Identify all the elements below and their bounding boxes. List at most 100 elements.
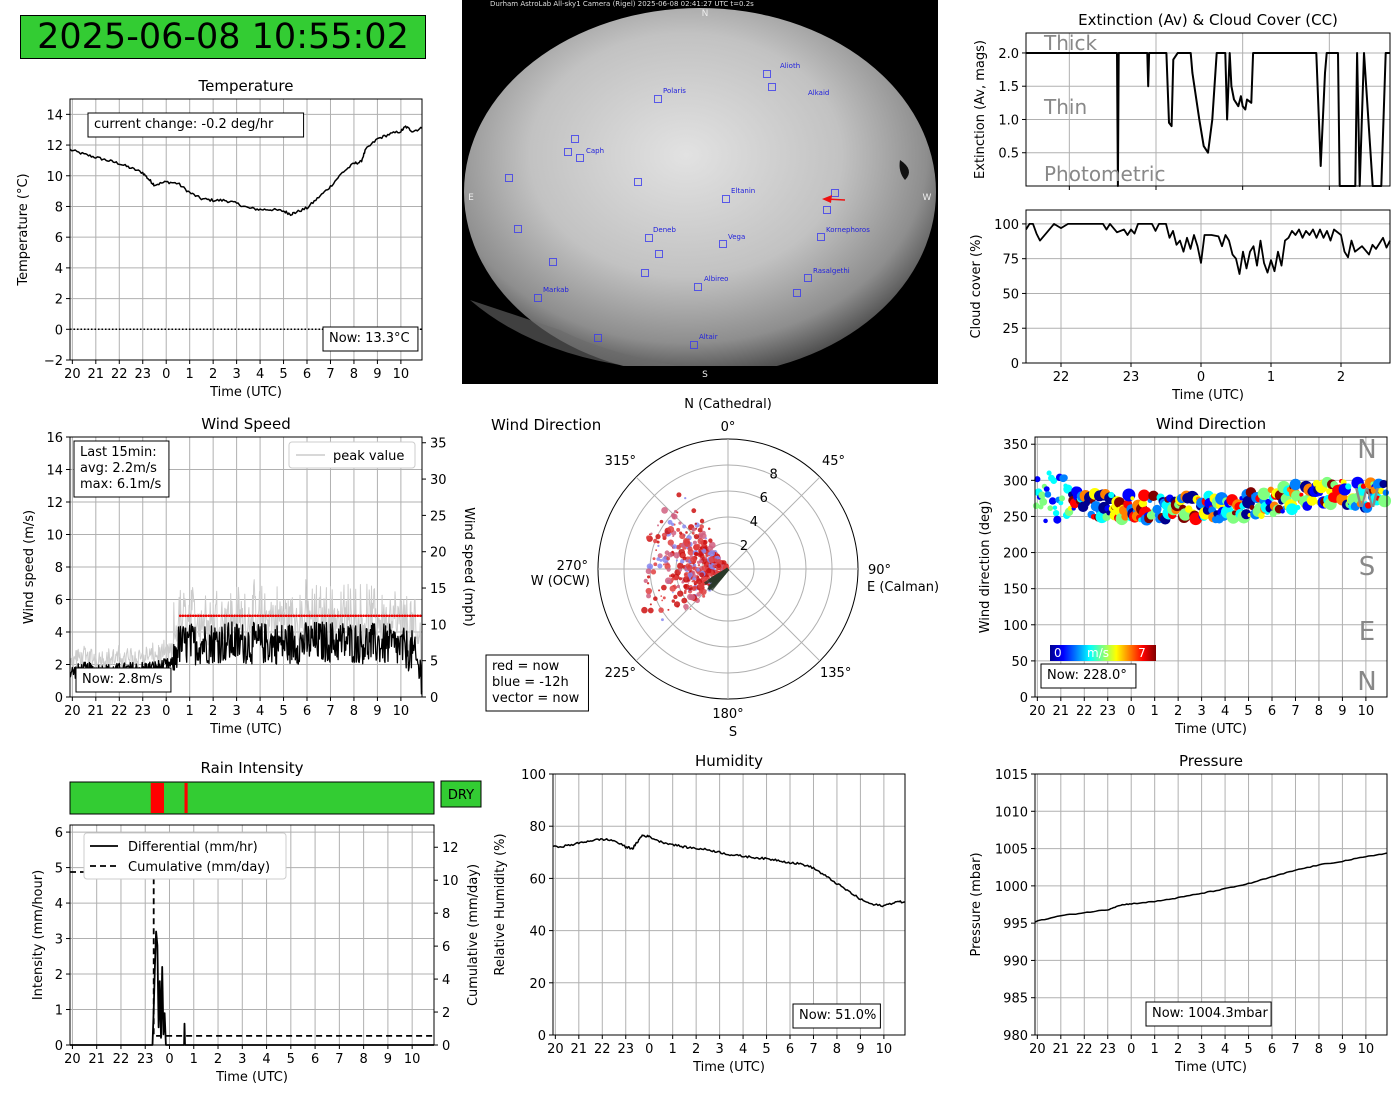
x-tick-label: 10	[876, 1042, 893, 1057]
pressure-chart: 20 21 22 23 0 1 2 3 4 5 6 7 8 9 1010151010100510009959…	[969, 752, 1388, 1075]
y-tick-label: 10	[46, 529, 63, 544]
y-tick-label: 6	[55, 826, 63, 841]
y-tick-label: 0.5	[998, 147, 1019, 162]
y-tick-label: 12	[46, 496, 63, 511]
arrow-head	[822, 195, 832, 203]
y2-tick-label: 10	[442, 874, 459, 889]
y-tick-label: 2	[55, 659, 63, 674]
polar-east-label: E (Calman)	[867, 580, 939, 595]
peak-15min-marker	[259, 614, 262, 618]
y-tick-label: 0	[55, 323, 63, 338]
y-tick-label: 1010	[995, 805, 1028, 820]
compass-label: S	[1359, 552, 1376, 582]
wind-point	[652, 557, 656, 561]
x-tick-label: 23	[134, 704, 151, 719]
x-tick-label: 0	[1197, 370, 1205, 385]
x-tick-label: 21	[88, 704, 105, 719]
wind-point	[684, 567, 688, 571]
peak-15min-marker	[277, 614, 280, 618]
star-marker	[793, 289, 801, 297]
polar-west-label: W (OCW)	[531, 574, 590, 589]
humidity-now-label-line: Now: 51.0%	[799, 1008, 876, 1023]
extinction-chart: 2.0 1.5 1.0 0.5 Extinction (Av) & Cloud Cove…	[973, 11, 1391, 190]
x-tick-label: 2	[692, 1042, 700, 1057]
humidity-line	[552, 834, 906, 908]
y-tick-label: 6	[55, 594, 63, 609]
star-marker	[505, 174, 513, 182]
wind-point	[675, 544, 681, 550]
polar-legend-line: red = now	[492, 659, 560, 674]
y-tick-label: 4	[55, 626, 63, 641]
peak-15min-marker	[186, 614, 190, 618]
wind-point	[707, 545, 714, 552]
y-tick-label: 0	[1011, 357, 1019, 372]
y-tick-label: 75	[1002, 253, 1019, 268]
wind-dir-point	[1280, 508, 1285, 514]
y-tick-label: 6	[55, 231, 63, 246]
wind-point	[684, 589, 687, 593]
y-tick-label: 1000	[995, 880, 1028, 895]
peak-15min-marker	[388, 614, 391, 618]
polar-grid-spoke	[727, 568, 821, 662]
panel-title: Pressure	[1179, 752, 1243, 770]
y-axis-label: Intensity (mm/hour)	[31, 870, 46, 1000]
peak-15min-marker	[279, 614, 283, 618]
wind-point	[666, 556, 670, 561]
x-tick-label: 5	[287, 1052, 295, 1067]
y2-tick-label: 25	[430, 509, 447, 524]
wind-point	[707, 527, 711, 531]
rain-bar-segment	[150, 783, 165, 813]
clock-display: 2025-06-08 10:55:02	[20, 15, 426, 59]
wind-point	[658, 607, 664, 613]
x-tick-label: 9	[856, 1042, 864, 1057]
y-axis-label: Extinction (Av, mags)	[973, 40, 988, 179]
wind-point	[692, 540, 697, 545]
peak-15min-marker	[398, 614, 402, 618]
x-axis-label: Time (UTC)	[1174, 1060, 1247, 1075]
peak-15min-marker	[320, 614, 324, 618]
wind-point	[661, 618, 664, 622]
x-tick-label: 20	[64, 1052, 81, 1067]
polar-angle-label: 135°	[820, 666, 851, 681]
peak-15min-marker	[220, 614, 223, 618]
wind-dir-point	[1067, 505, 1073, 511]
wind-dir-point	[1052, 505, 1058, 510]
x-tick-label: 1	[186, 367, 194, 382]
y-tick-label: 1015	[995, 768, 1028, 783]
peak-15min-marker	[230, 614, 234, 618]
peak-15min-marker	[308, 614, 311, 618]
y-tick-label: 980	[1003, 1029, 1028, 1044]
compass-label: E	[1359, 617, 1375, 647]
x-tick-label: 22	[1053, 370, 1070, 385]
y-tick-label: 1.5	[998, 80, 1019, 95]
temperature-chart: 20 21 22 23 0 1 2 3 4 5 6 7 8 9 1014121086420−2Tempera…	[16, 77, 423, 400]
polar-grid-spoke	[727, 476, 821, 570]
y-tick-label: 100	[994, 218, 1019, 233]
y-tick-label: 4	[55, 262, 63, 277]
wind-dir-now-label-line: Now: 228.0°	[1047, 668, 1127, 683]
wind-point	[645, 587, 653, 595]
peak-15min-marker	[266, 614, 270, 618]
wind-point	[682, 524, 687, 529]
wind-point	[680, 543, 685, 548]
wind-point	[692, 566, 696, 570]
y-tick-label: 1	[55, 1004, 63, 1019]
y-tick-label: 0	[1020, 691, 1028, 706]
peak-15min-marker	[287, 614, 291, 618]
wind-point	[693, 544, 699, 550]
wind-point	[646, 563, 654, 570]
y-tick-label: 1005	[995, 843, 1028, 858]
horizon-shadow	[470, 300, 720, 372]
wind-point	[685, 563, 691, 569]
wind-dir-point	[1378, 494, 1392, 508]
wind-point	[696, 567, 700, 572]
plot-area	[1025, 222, 1391, 275]
wind-point	[684, 540, 691, 547]
wind-dir-point	[1048, 497, 1057, 505]
wind-point	[680, 553, 685, 558]
peak-15min-marker	[400, 614, 404, 618]
x-tick-label: 0	[645, 1042, 653, 1057]
x-tick-label: 5	[279, 367, 287, 382]
peak-15min-marker	[367, 614, 371, 618]
wind-dir-point	[1152, 504, 1162, 514]
